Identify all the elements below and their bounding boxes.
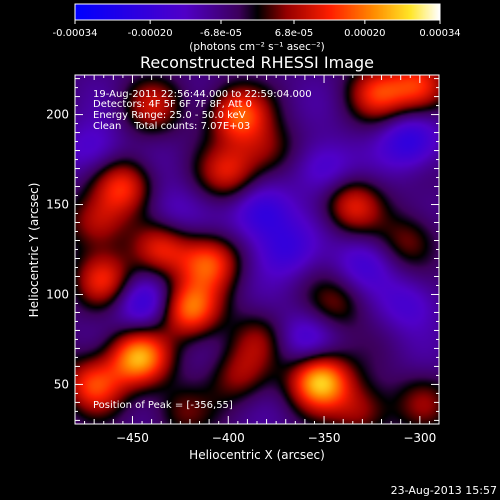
- annotation-energy-range: Energy Range: 25.0 - 50.0 keV: [93, 110, 246, 121]
- colorbar: -0.00034 -0.00020 -6.8e-05 6.8e-05 0.00020 0.…: [53, 3, 461, 53]
- colorbar-tick-label: 0.00020: [344, 28, 385, 39]
- annotation-time-range: 19-Aug-2011 22:56:44.000 to 22:59:04.000: [93, 89, 312, 100]
- annotation-detectors: Detectors: 4F 5F 6F 7F 8F, Att 0: [93, 99, 252, 110]
- y-axis-label: Heliocentric Y (arcsec): [27, 183, 41, 318]
- x-tick-label: −300: [403, 431, 436, 445]
- x-tick-label: −450: [116, 431, 149, 445]
- annotation-peak-position: Position of Peak = [-356,55]: [93, 400, 233, 411]
- x-tick-label: −400: [212, 431, 245, 445]
- colorbar-fill: [75, 4, 440, 20]
- annotations: 19-Aug-2011 22:56:44.000 to 22:59:04.000…: [93, 89, 312, 411]
- colorbar-gradient: [74, 3, 441, 21]
- plot-area: −450 −400 −350 −300 50 100 150 200 19-Aug-2011…: [46, 74, 440, 445]
- y-tick-label: 200: [46, 108, 69, 122]
- x-axis-label: Heliocentric X (arcsec): [189, 448, 325, 462]
- colorbar-tick-label: -0.00020: [128, 28, 173, 39]
- colorbar-tick-label: -0.00034: [53, 28, 98, 39]
- annotation-clean-counts: Clean Total counts: 7.07E+03: [93, 121, 250, 132]
- x-axis-ticks: −450 −400 −350 −300: [84, 75, 440, 445]
- x-tick-label: −350: [308, 431, 341, 445]
- heatmap-image: [75, 75, 439, 424]
- y-axis-ticks: 50 100 150 200: [46, 78, 439, 421]
- y-tick-label: 100: [46, 287, 69, 301]
- footer-timestamp: 23-Aug-2013 15:57: [391, 484, 497, 497]
- colorbar-ticks: -0.00034 -0.00020 -6.8e-05 6.8e-05 0.00020 0.…: [53, 20, 461, 39]
- y-tick-label: 50: [54, 377, 69, 391]
- colorbar-label: (photons cm⁻² s⁻¹ asec⁻²): [189, 41, 324, 53]
- chart-title: Reconstructed RHESSI Image: [140, 53, 374, 72]
- colorbar-tick-label: -6.8e-05: [200, 28, 242, 39]
- y-tick-label: 150: [46, 198, 69, 212]
- colorbar-tick-label: 6.8e-05: [275, 28, 313, 39]
- colorbar-tick-label: 0.00034: [419, 28, 460, 39]
